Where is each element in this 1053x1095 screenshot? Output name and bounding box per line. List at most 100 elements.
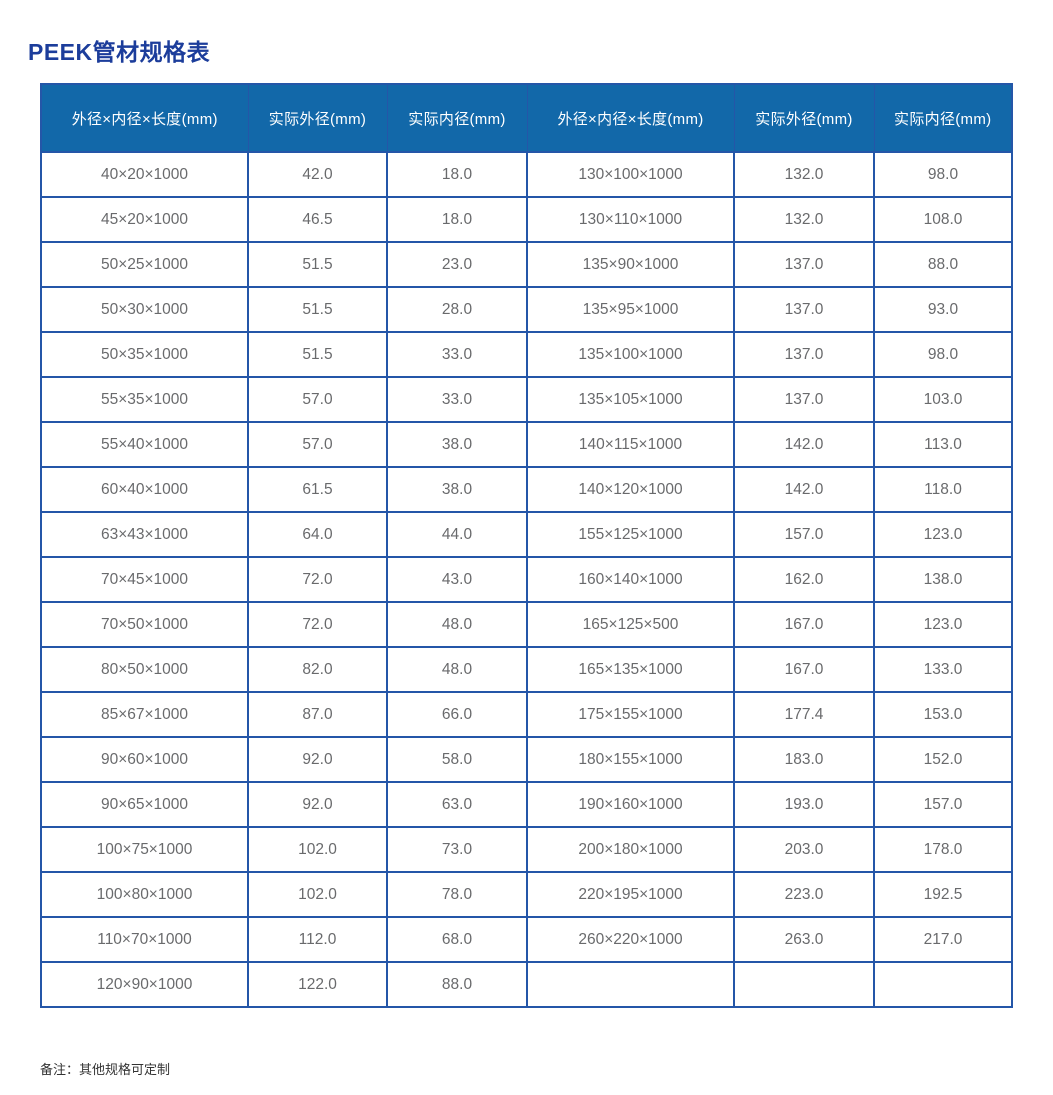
table-row: 55×40×1000 57.0 38.0 140×115×1000 142.0 113.0 xyxy=(40,421,1013,468)
table-row: 40×20×1000 42.0 18.0 130×100×1000 132.0 98.0 xyxy=(40,151,1013,198)
table-cell: 70×45×1000 xyxy=(40,556,249,603)
table-cell: 72.0 xyxy=(247,601,388,648)
table-cell: 45×20×1000 xyxy=(40,196,249,243)
table-cell: 64.0 xyxy=(247,511,388,558)
table-cell: 50×35×1000 xyxy=(40,331,249,378)
table-cell: 123.0 xyxy=(873,601,1013,648)
table-cell: 33.0 xyxy=(386,331,528,378)
table-cell: 133.0 xyxy=(873,646,1013,693)
table-cell xyxy=(526,961,735,1008)
table-cell: 142.0 xyxy=(733,466,875,513)
table-cell: 135×95×1000 xyxy=(526,286,735,333)
table-cell: 263.0 xyxy=(733,916,875,963)
table-row: 50×30×1000 51.5 28.0 135×95×1000 137.0 93.0 xyxy=(40,286,1013,333)
table-row: 100×75×1000 102.0 73.0 200×180×1000 203.0 178… xyxy=(40,826,1013,873)
table-cell: 51.5 xyxy=(247,241,388,288)
header-cell: 实际内径(mm) xyxy=(873,83,1013,153)
table-cell xyxy=(733,961,875,1008)
table-row: 55×35×1000 57.0 33.0 135×105×1000 137.0 103.0 xyxy=(40,376,1013,423)
table-cell: 98.0 xyxy=(873,331,1013,378)
table-cell: 140×115×1000 xyxy=(526,421,735,468)
table-cell: 137.0 xyxy=(733,241,875,288)
table-cell: 33.0 xyxy=(386,376,528,423)
header-cell: 外径×内径×长度(mm) xyxy=(40,83,249,153)
table-cell: 122.0 xyxy=(247,961,388,1008)
table-cell: 162.0 xyxy=(733,556,875,603)
page-title: PEEK管材规格表 xyxy=(28,39,211,65)
table-cell: 102.0 xyxy=(247,826,388,873)
table-cell: 88.0 xyxy=(386,961,528,1008)
table-cell: 220×195×1000 xyxy=(526,871,735,918)
table-row: 80×50×1000 82.0 48.0 165×135×1000 167.0 133.0 xyxy=(40,646,1013,693)
table-cell: 137.0 xyxy=(733,286,875,333)
table-cell: 73.0 xyxy=(386,826,528,873)
table-cell: 40×20×1000 xyxy=(40,151,249,198)
table-cell: 132.0 xyxy=(733,151,875,198)
table-cell: 63.0 xyxy=(386,781,528,828)
table-row: 70×45×1000 72.0 43.0 160×140×1000 162.0 138.0 xyxy=(40,556,1013,603)
table-cell: 137.0 xyxy=(733,331,875,378)
table-cell: 51.5 xyxy=(247,331,388,378)
table-cell: 46.5 xyxy=(247,196,388,243)
table-cell: 38.0 xyxy=(386,421,528,468)
table-cell: 50×30×1000 xyxy=(40,286,249,333)
table-cell: 223.0 xyxy=(733,871,875,918)
table-cell: 157.0 xyxy=(733,511,875,558)
table-cell: 57.0 xyxy=(247,376,388,423)
table-cell: 175×155×1000 xyxy=(526,691,735,738)
table-cell: 78.0 xyxy=(386,871,528,918)
table-cell: 57.0 xyxy=(247,421,388,468)
table-cell: 60×40×1000 xyxy=(40,466,249,513)
table-cell: 200×180×1000 xyxy=(526,826,735,873)
table-cell: 108.0 xyxy=(873,196,1013,243)
table-cell: 165×125×500 xyxy=(526,601,735,648)
table-cell: 135×90×1000 xyxy=(526,241,735,288)
table-cell: 167.0 xyxy=(733,646,875,693)
table-cell: 160×140×1000 xyxy=(526,556,735,603)
table-cell: 44.0 xyxy=(386,511,528,558)
table-cell: 140×120×1000 xyxy=(526,466,735,513)
table-cell: 90×60×1000 xyxy=(40,736,249,783)
table-cell: 142.0 xyxy=(733,421,875,468)
table-cell: 137.0 xyxy=(733,376,875,423)
table-cell: 18.0 xyxy=(386,196,528,243)
table-cell: 48.0 xyxy=(386,646,528,693)
table-cell: 18.0 xyxy=(386,151,528,198)
table-cell: 92.0 xyxy=(247,736,388,783)
table-cell: 152.0 xyxy=(873,736,1013,783)
table-cell: 72.0 xyxy=(247,556,388,603)
table-cell: 70×50×1000 xyxy=(40,601,249,648)
table-cell: 155×125×1000 xyxy=(526,511,735,558)
table-cell: 260×220×1000 xyxy=(526,916,735,963)
table-cell: 135×100×1000 xyxy=(526,331,735,378)
table-header-row: 外径×内径×长度(mm) 实际外径(mm) 实际内径(mm) 外径×内径×长度(mm)… xyxy=(40,83,1013,153)
table-cell: 178.0 xyxy=(873,826,1013,873)
table-cell: 82.0 xyxy=(247,646,388,693)
table-cell: 43.0 xyxy=(386,556,528,603)
table-cell: 110×70×1000 xyxy=(40,916,249,963)
table-cell: 38.0 xyxy=(386,466,528,513)
table-cell: 130×100×1000 xyxy=(526,151,735,198)
table-row: 120×90×1000 122.0 88.0 xyxy=(40,961,1013,1008)
table-cell: 58.0 xyxy=(386,736,528,783)
table-cell: 51.5 xyxy=(247,286,388,333)
table-cell: 28.0 xyxy=(386,286,528,333)
table-cell: 135×105×1000 xyxy=(526,376,735,423)
spec-table: 外径×内径×长度(mm) 实际外径(mm) 实际内径(mm) 外径×内径×长度(mm)… xyxy=(40,83,1013,1008)
table-cell: 123.0 xyxy=(873,511,1013,558)
table-cell: 100×80×1000 xyxy=(40,871,249,918)
table-cell: 98.0 xyxy=(873,151,1013,198)
table-cell: 217.0 xyxy=(873,916,1013,963)
table-cell: 167.0 xyxy=(733,601,875,648)
table-cell: 192.5 xyxy=(873,871,1013,918)
table-cell: 203.0 xyxy=(733,826,875,873)
table-row: 70×50×1000 72.0 48.0 165×125×500 167.0 123.0 xyxy=(40,601,1013,648)
table-cell: 66.0 xyxy=(386,691,528,738)
table-cell: 113.0 xyxy=(873,421,1013,468)
table-row: 63×43×1000 64.0 44.0 155×125×1000 157.0 123.0 xyxy=(40,511,1013,558)
table-cell: 190×160×1000 xyxy=(526,781,735,828)
table-cell: 42.0 xyxy=(247,151,388,198)
table-cell: 165×135×1000 xyxy=(526,646,735,693)
table-row: 50×25×1000 51.5 23.0 135×90×1000 137.0 88.0 xyxy=(40,241,1013,288)
